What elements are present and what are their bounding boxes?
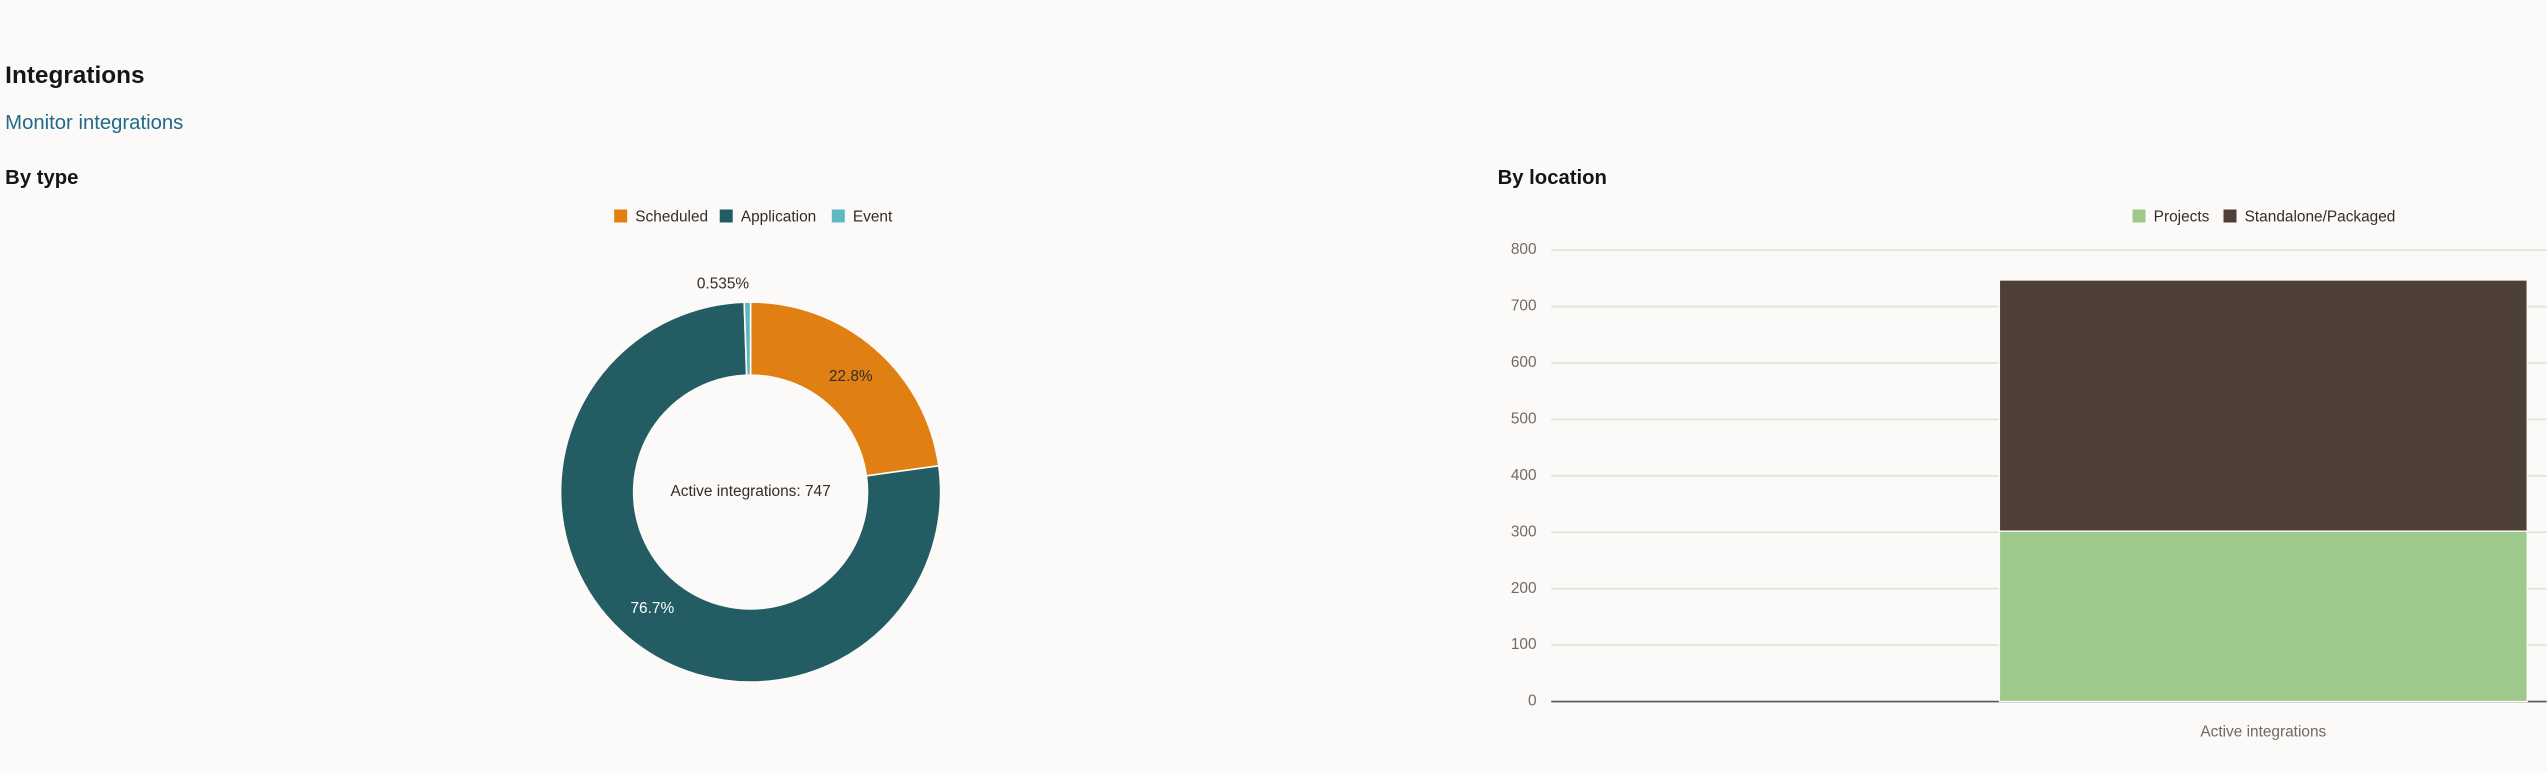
legend-swatch (831, 209, 845, 223)
y-tick-label: 500 (1511, 410, 1537, 427)
legend-swatch (2223, 209, 2237, 223)
legend-swatch (2132, 209, 2146, 223)
y-tick-label: 600 (1511, 354, 1537, 371)
data-label: 22.8% (829, 368, 873, 385)
y-tick-label: 100 (1511, 636, 1537, 653)
section-title: By type (5, 167, 78, 189)
y-tick-label: 400 (1511, 467, 1537, 484)
legend-label: Projects (2154, 209, 2210, 226)
section-title: By location (1498, 167, 1607, 189)
legend-label: Application (741, 209, 816, 226)
y-tick-label: 0 (1528, 693, 1537, 710)
donut-slice (559, 301, 942, 683)
legend-label: Event (853, 209, 893, 226)
y-tick-label: 800 (1511, 241, 1537, 258)
y-tick-label: 700 (1511, 298, 1537, 315)
legend-swatch (614, 209, 628, 223)
legend-label: Standalone/Packaged (2245, 209, 2396, 226)
bar-segment (1998, 530, 2528, 703)
page-title: Integrations (5, 62, 144, 89)
x-tick-label: Active integrations (2200, 723, 2326, 740)
monitor-link[interactable]: Monitor integrations (5, 112, 183, 134)
y-tick-label: 300 (1511, 523, 1537, 540)
donut-slice (749, 301, 940, 477)
legend-swatch (719, 209, 733, 223)
center-label: Active integrations: 747 (671, 483, 831, 500)
data-label: 0.535% (697, 275, 750, 292)
bar-segment (1998, 279, 2528, 532)
donut-slice (743, 301, 752, 377)
y-tick-label: 200 (1511, 580, 1537, 597)
legend-label: Scheduled (635, 209, 708, 226)
data-label: 76.7% (630, 600, 674, 617)
